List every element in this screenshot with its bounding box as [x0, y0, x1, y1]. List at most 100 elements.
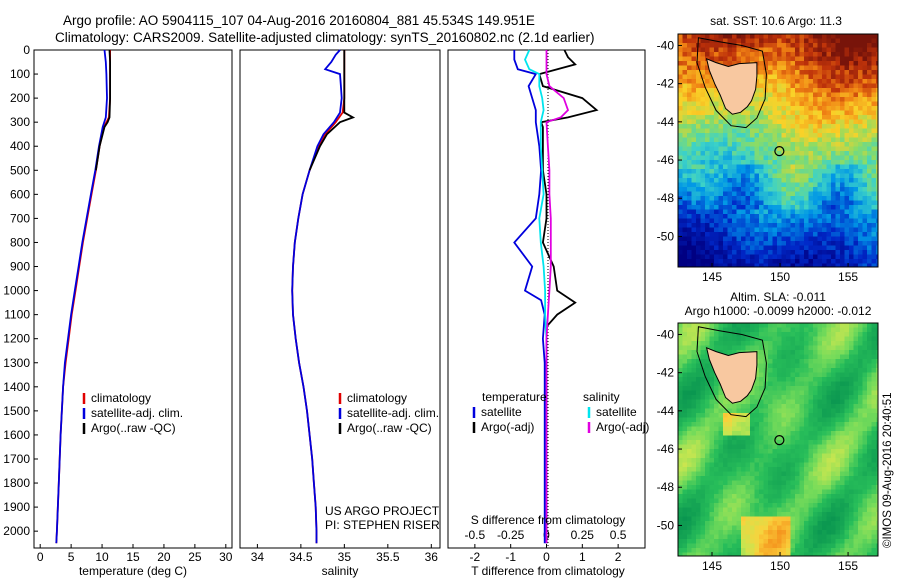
heatmap-cell — [790, 124, 796, 129]
heatmap-cell — [718, 106, 724, 111]
heatmap-cell — [858, 124, 863, 129]
heatmap-cell — [867, 363, 872, 369]
heatmap-cell — [723, 476, 728, 481]
heatmap-cell — [790, 52, 796, 57]
heatmap-cell — [678, 503, 683, 508]
heatmap-cell — [687, 390, 692, 396]
heatmap-cell — [813, 399, 818, 405]
heatmap-cell — [799, 200, 805, 206]
heatmap-cell — [714, 101, 719, 107]
heatmap-cell — [817, 43, 823, 48]
heatmap-cell — [840, 345, 845, 351]
heatmap-cell — [871, 227, 877, 233]
heatmap-cell — [795, 539, 800, 544]
heatmap-cell — [817, 155, 823, 161]
heatmap-cell — [858, 178, 863, 183]
heatmap-cell — [786, 97, 791, 102]
heatmap-cell — [849, 539, 854, 544]
heatmap-cell — [736, 218, 742, 224]
heatmap-cell — [696, 467, 701, 472]
heatmap-cell — [691, 327, 697, 333]
heatmap-cell — [867, 543, 872, 549]
heatmap-cell — [700, 133, 706, 138]
heatmap-cell — [786, 92, 791, 98]
heatmap-cell — [813, 413, 818, 418]
heatmap-cell — [835, 52, 841, 57]
heatmap-cell — [813, 182, 818, 188]
heatmap-cell — [831, 485, 836, 490]
heatmap-cell — [768, 218, 773, 224]
heatmap-cell — [853, 209, 859, 215]
heatmap-cell — [867, 56, 872, 62]
heatmap-cell — [849, 115, 854, 120]
heatmap-cell — [786, 227, 791, 233]
map-edge-mask — [678, 556, 880, 562]
heatmap-cell — [745, 182, 751, 188]
heatmap-cell — [813, 65, 818, 71]
heatmap-cell — [759, 232, 764, 237]
heatmap-cell — [808, 530, 814, 535]
heatmap-cell — [858, 471, 863, 477]
heatmap-cell — [826, 449, 832, 454]
heatmap-cell — [682, 61, 688, 66]
heatmap-cell — [682, 56, 688, 62]
heatmap-cell — [682, 341, 688, 346]
heatmap-cell — [763, 516, 769, 522]
heatmap-cell — [790, 151, 796, 156]
heatmap-cell — [786, 354, 791, 360]
heatmap-cell — [835, 323, 841, 328]
heatmap-cell — [781, 101, 787, 107]
heatmap-cell — [867, 534, 872, 540]
heatmap-cell — [727, 205, 733, 210]
heatmap-cell — [732, 61, 737, 66]
heatmap-cell — [853, 43, 859, 48]
heatmap-cell — [759, 92, 764, 98]
heatmap-cell — [786, 395, 791, 400]
difference-x-axis: -2 -1 0 1 2-0.5 -0.25 0 0.25 0.5 — [465, 528, 627, 564]
heatmap-cell — [813, 336, 818, 342]
heatmap-cell — [741, 52, 746, 57]
heatmap-cell — [709, 169, 715, 174]
heatmap-cell — [718, 462, 724, 468]
heatmap-cell — [768, 399, 773, 405]
heatmap-cell — [844, 444, 850, 450]
heatmap-cell — [732, 327, 737, 333]
heatmap-cell — [691, 88, 697, 93]
heatmap-cell — [849, 146, 854, 152]
heatmap-cell — [844, 327, 850, 333]
heatmap-cell — [736, 259, 742, 264]
legend-group-title: salinity — [583, 390, 620, 404]
heatmap-cell — [813, 332, 818, 337]
heatmap-cell — [826, 101, 832, 107]
heatmap-cell — [682, 155, 688, 161]
heatmap-cell — [786, 214, 791, 219]
heatmap-cell — [813, 453, 818, 459]
heatmap-cell — [718, 426, 724, 432]
heatmap-cell — [822, 530, 827, 535]
heatmap-cell — [714, 124, 719, 129]
heatmap-cell — [700, 43, 706, 48]
heatmap-cell — [831, 345, 836, 351]
heatmap-cell — [804, 254, 809, 260]
heatmap-cell — [691, 205, 697, 210]
heatmap-cell — [696, 539, 701, 544]
heatmap-cell — [777, 250, 782, 255]
heatmap-cell — [822, 399, 827, 405]
heatmap-cell — [741, 507, 746, 513]
heatmap-cell — [867, 453, 872, 459]
heatmap-cell — [691, 47, 697, 53]
heatmap-cell — [867, 254, 872, 260]
heatmap-cell — [754, 52, 760, 57]
heatmap-cell — [844, 458, 850, 463]
sst-heatmap — [678, 34, 881, 269]
heatmap-cell — [754, 178, 760, 183]
heatmap-cell — [705, 200, 710, 206]
heatmap-cell — [696, 209, 701, 215]
heatmap-cell — [777, 350, 782, 355]
heatmap-cell — [745, 196, 751, 201]
heatmap-cell — [835, 259, 841, 264]
heatmap-cell — [835, 404, 841, 409]
heatmap-cell — [822, 489, 827, 495]
heatmap-cell — [822, 196, 827, 201]
heatmap-cell — [840, 173, 845, 179]
